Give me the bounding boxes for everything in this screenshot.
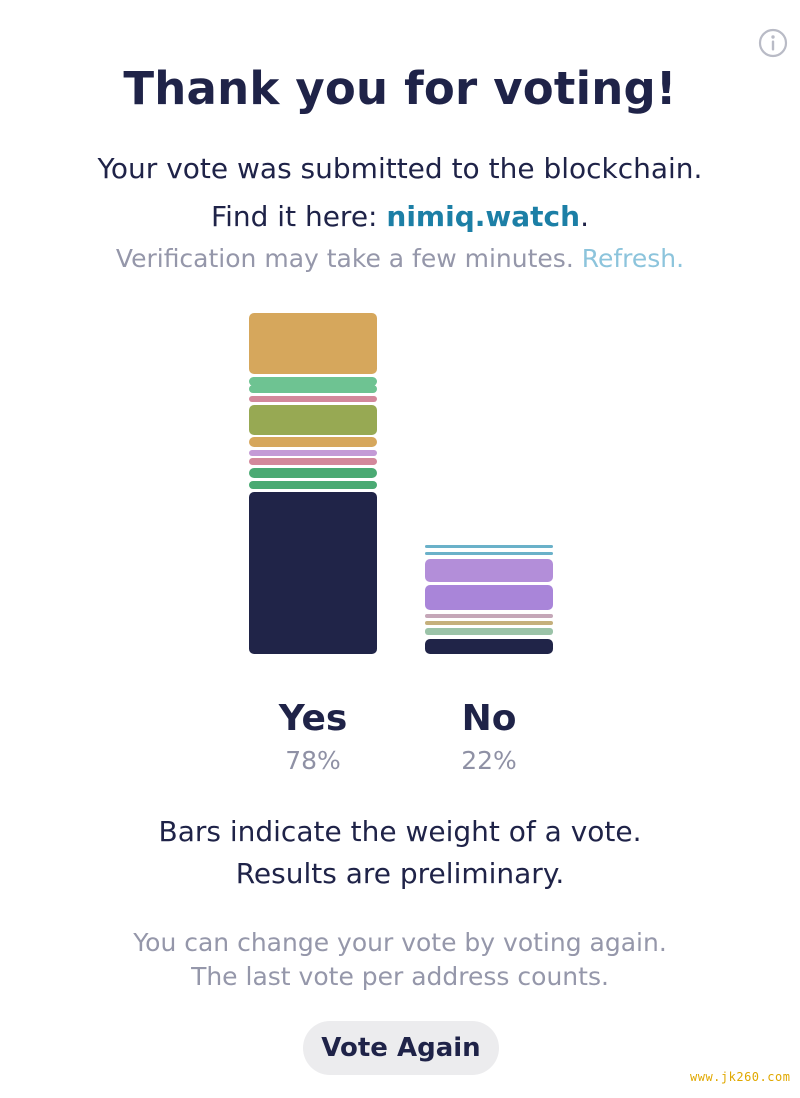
watermark: www.jk260.com: [690, 1070, 791, 1084]
vote-segment: [249, 405, 377, 435]
vote-segment: [249, 458, 377, 465]
vote-segment: [425, 621, 553, 625]
vote-segment: [249, 468, 377, 478]
bars-note-line1: Bars indicate the weight of a vote.: [158, 815, 642, 848]
refresh-link[interactable]: Refresh.: [581, 244, 685, 273]
vote-segment: [249, 437, 377, 447]
find-suffix: .: [580, 200, 589, 233]
bars-note-line2: Results are preliminary.: [235, 857, 565, 890]
vote-segment: [249, 396, 377, 402]
vote-segment: [425, 639, 553, 654]
vote-segment: [425, 614, 553, 618]
verification-line: Verification may take a few minutes. Ref…: [0, 244, 800, 273]
find-prefix: Find it here:: [211, 200, 387, 233]
vote-segment: [249, 481, 377, 489]
find-it-line: Find it here: nimiq.watch.: [0, 200, 800, 233]
change-note-line1: You can change your vote by voting again…: [133, 928, 667, 957]
vote-segment: [249, 492, 377, 654]
option-percent-yes: 78%: [285, 746, 341, 775]
vote-segment: [249, 385, 377, 393]
yes-vote-bar: [249, 313, 377, 654]
info-icon[interactable]: [758, 28, 788, 58]
vote-segment: [425, 628, 553, 635]
no-vote-bar: [425, 545, 553, 654]
page-title: Thank you for voting!: [123, 62, 677, 115]
vote-segment: [249, 450, 377, 456]
option-percent-no: 22%: [461, 746, 517, 775]
vote-segment: [425, 552, 553, 555]
vote-segment: [249, 313, 377, 374]
option-label-yes: Yes: [278, 698, 348, 739]
vote-again-button[interactable]: Vote Again: [303, 1021, 499, 1075]
submitted-message: Your vote was submitted to the blockchai…: [97, 152, 703, 185]
vote-segment: [425, 559, 553, 582]
vote-segment: [425, 545, 553, 548]
nimiq-watch-link[interactable]: nimiq.watch: [386, 200, 581, 233]
vote-segment: [425, 585, 553, 610]
change-note-line2: The last vote per address counts.: [191, 962, 609, 991]
vote-segment: [249, 377, 377, 386]
verification-text: Verification may take a few minutes.: [115, 244, 582, 273]
option-label-no: No: [461, 698, 517, 739]
